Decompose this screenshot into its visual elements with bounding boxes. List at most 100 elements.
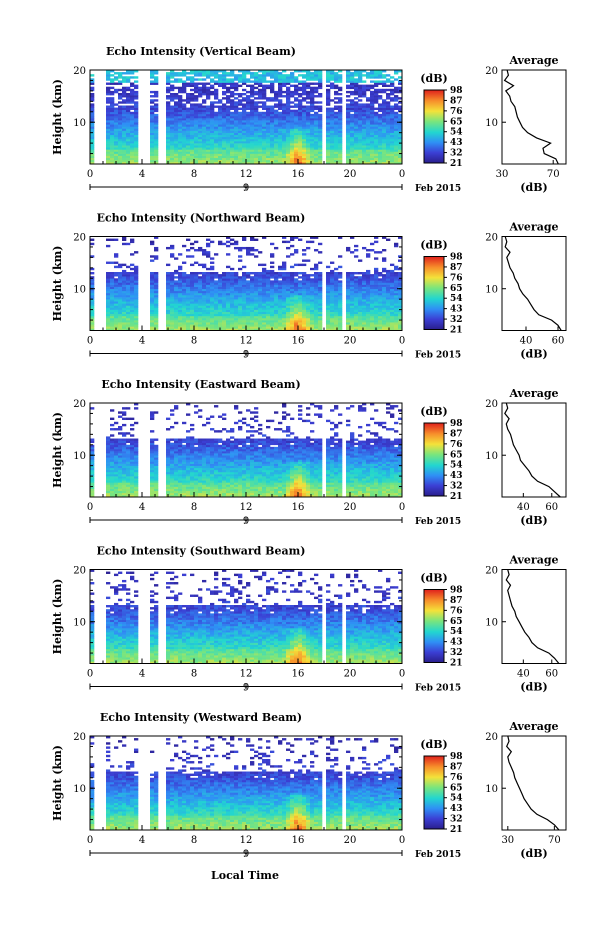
colorbar-tick-label: 98 (450, 253, 463, 263)
colorbar-tick-label: 43 (450, 471, 463, 481)
average-x-tick-label: 70 (547, 169, 560, 180)
average-x-tick-label: 70 (548, 835, 561, 846)
x-tick-label: 0 (399, 502, 405, 513)
colorbar-tick-label: 21 (450, 159, 463, 169)
date-marker-label: 9 (243, 516, 249, 527)
date-label: Feb 2015 (415, 684, 461, 694)
panel-title: Echo Intensity (Vertical Beam) (106, 45, 296, 58)
colorbar-tick-label: 65 (450, 450, 463, 460)
average-x-label: (dB) (520, 514, 547, 527)
colorbar-tick-label: 76 (450, 773, 463, 783)
colorbar-tick-label: 76 (450, 273, 463, 283)
average-line (503, 69, 559, 165)
y-axis-label: Height (km) (51, 579, 64, 655)
x-tick-label: 12 (240, 169, 253, 180)
y-tick-label: 10 (73, 451, 86, 462)
average-line (504, 402, 561, 498)
x-tick-label: 0 (87, 336, 93, 347)
x-tick-label: 20 (344, 835, 357, 846)
colorbar-tick-label: 76 (450, 107, 463, 117)
x-tick-label: 8 (191, 169, 197, 180)
colorbar-tick-label: 65 (450, 783, 463, 793)
average-profile: Average 10 20 30 70(dB) (485, 54, 567, 194)
date-marker-label: 9 (243, 683, 249, 694)
colorbar-tick-label: 43 (450, 638, 463, 648)
colorbar-tick-label: 76 (450, 606, 463, 616)
x-tick-label: 12 (240, 669, 253, 680)
x-tick-label: 12 (240, 835, 253, 846)
panel-4: Echo Intensity (Southward Beam) 10 20 Heigh… (51, 545, 567, 694)
x-tick-label: 16 (292, 169, 305, 180)
y-axis-label: Height (km) (51, 79, 64, 155)
colorbar-tick-label: 65 (450, 617, 463, 627)
colorbar-tick-label: 87 (450, 96, 463, 106)
average-x-tick-label: 60 (545, 669, 558, 680)
colorbar-unit: (dB) (420, 405, 447, 418)
date-label: Feb 2015 (415, 351, 461, 361)
colorbar-tick-label: 65 (450, 117, 463, 127)
average-x-tick-label: 40 (520, 336, 533, 347)
average-y-tick-label: 10 (485, 618, 498, 629)
y-tick-label: 10 (73, 784, 86, 795)
colorbar-unit: (dB) (420, 572, 447, 585)
colorbar-tick-label: 21 (450, 492, 463, 502)
colorbar-tick-label: 32 (450, 482, 463, 492)
average-x-label: (dB) (520, 681, 547, 694)
average-profile: Average 10 20 30 70(dB) (485, 720, 567, 860)
colorbar-unit: (dB) (420, 738, 447, 751)
y-tick-label: 10 (73, 285, 86, 296)
x-tick-label: 8 (191, 669, 197, 680)
heatmap-cells (90, 236, 403, 331)
x-tick-label: 4 (139, 502, 145, 513)
y-tick-label: 20 (73, 566, 86, 577)
average-line (504, 236, 562, 331)
y-tick-label: 20 (73, 66, 86, 77)
colorbar-tick-label: 32 (450, 149, 463, 159)
colorbar-tick-label: 98 (450, 419, 463, 429)
x-tick-label: 0 (399, 169, 405, 180)
colorbar-tick-label: 98 (450, 752, 463, 762)
date-label: Feb 2015 (415, 517, 461, 527)
average-x-tick-label: 60 (552, 336, 565, 347)
colorbar-tick-label: 54 (450, 794, 463, 804)
average-y-tick-label: 20 (485, 732, 498, 743)
x-tick-label: 8 (191, 835, 197, 846)
average-line (505, 735, 560, 831)
heatmap-cells (90, 70, 403, 165)
panel-title: Echo Intensity (Northward Beam) (97, 212, 306, 225)
y-axis-label: Height (km) (51, 412, 64, 488)
x-tick-label: 8 (191, 502, 197, 513)
local-time-label: Local Time (211, 869, 279, 882)
heatmap-cells (90, 569, 403, 664)
colorbar-tick-label: 43 (450, 305, 463, 315)
average-frame (501, 402, 567, 498)
x-tick-label: 0 (399, 669, 405, 680)
x-tick-label: 16 (292, 336, 305, 347)
x-tick-label: 12 (240, 502, 253, 513)
x-tick-label: 4 (139, 169, 145, 180)
x-tick-label: 0 (87, 169, 93, 180)
colorbar-tick-label: 32 (450, 815, 463, 825)
y-tick-label: 20 (73, 399, 86, 410)
colorbar (423, 89, 445, 164)
panel-title: Echo Intensity (Westward Beam) (100, 711, 302, 724)
average-title: Average (508, 554, 558, 567)
average-x-tick-label: 30 (496, 169, 509, 180)
colorbar-tick-label: 43 (450, 138, 463, 148)
y-tick-label: 10 (73, 618, 86, 629)
average-y-tick-label: 20 (485, 66, 498, 77)
y-axis-label: Height (km) (51, 745, 64, 821)
average-y-tick-label: 10 (485, 118, 498, 129)
x-tick-label: 0 (399, 835, 405, 846)
colorbar-tick-label: 87 (450, 596, 463, 606)
x-tick-label: 4 (139, 336, 145, 347)
date-label: Feb 2015 (415, 184, 461, 194)
colorbar-tick-label: 21 (450, 659, 463, 669)
x-tick-label: 4 (139, 669, 145, 680)
x-tick-label: 12 (240, 336, 253, 347)
x-tick-label: 8 (191, 336, 197, 347)
